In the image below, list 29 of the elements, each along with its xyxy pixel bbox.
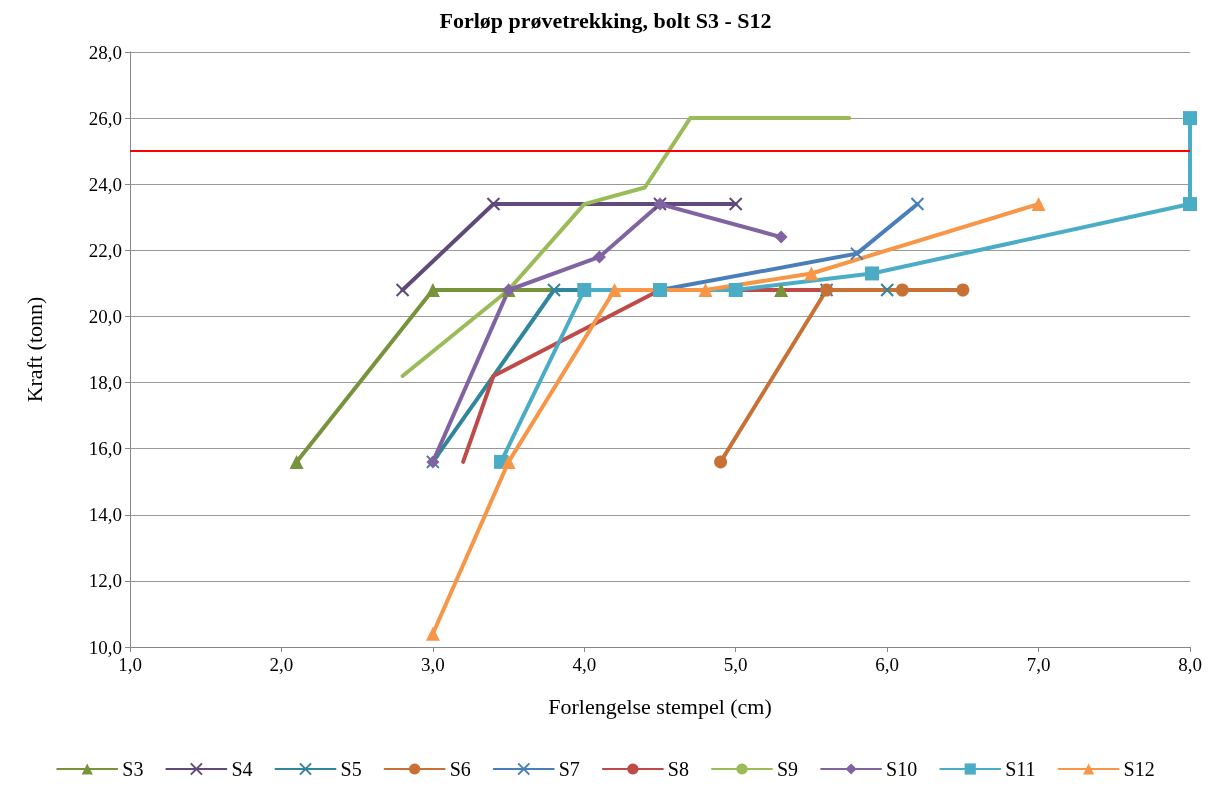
legend-label: S5: [340, 758, 362, 780]
y-tick-label: 24,0: [88, 173, 122, 195]
y-tick-label: 18,0: [88, 372, 122, 394]
y-axis-title: Kraft (tonn): [21, 296, 47, 403]
legend-label: S4: [231, 758, 253, 780]
y-tick-label: 26,0: [88, 107, 122, 129]
x-tick-label: 8,0: [1178, 654, 1202, 675]
x-tick-label: 5,0: [723, 654, 748, 675]
legend-label: S3: [122, 758, 144, 780]
y-tick-label: 22,0: [88, 239, 122, 261]
x-tick-label: 4,0: [572, 654, 597, 675]
x-tick-label: 2,0: [269, 654, 294, 675]
legend-label: S12: [1123, 758, 1155, 780]
legend-label: S9: [776, 758, 799, 780]
y-tick-label: 14,0: [88, 504, 122, 526]
legend-label: S7: [558, 758, 580, 780]
y-tick-label: 12,0: [88, 570, 122, 592]
legend-label: S6: [449, 758, 471, 780]
y-tick-label: 16,0: [88, 438, 122, 460]
x-tick-label: 3,0: [420, 654, 445, 675]
y-tick-label: 28,0: [88, 41, 122, 63]
x-tick-label: 7,0: [1026, 654, 1051, 675]
legend-label: S10: [886, 758, 918, 780]
x-tick-label: 6,0: [875, 654, 900, 675]
x-axis-title: Forlengelse stempel (cm): [548, 693, 772, 719]
legend-label: S8: [667, 758, 689, 780]
legend-label: S11: [1005, 758, 1036, 780]
y-tick-label: 20,0: [88, 305, 122, 327]
chart-title: Forløp prøvetrekking, bolt S3 - S12: [439, 7, 772, 33]
